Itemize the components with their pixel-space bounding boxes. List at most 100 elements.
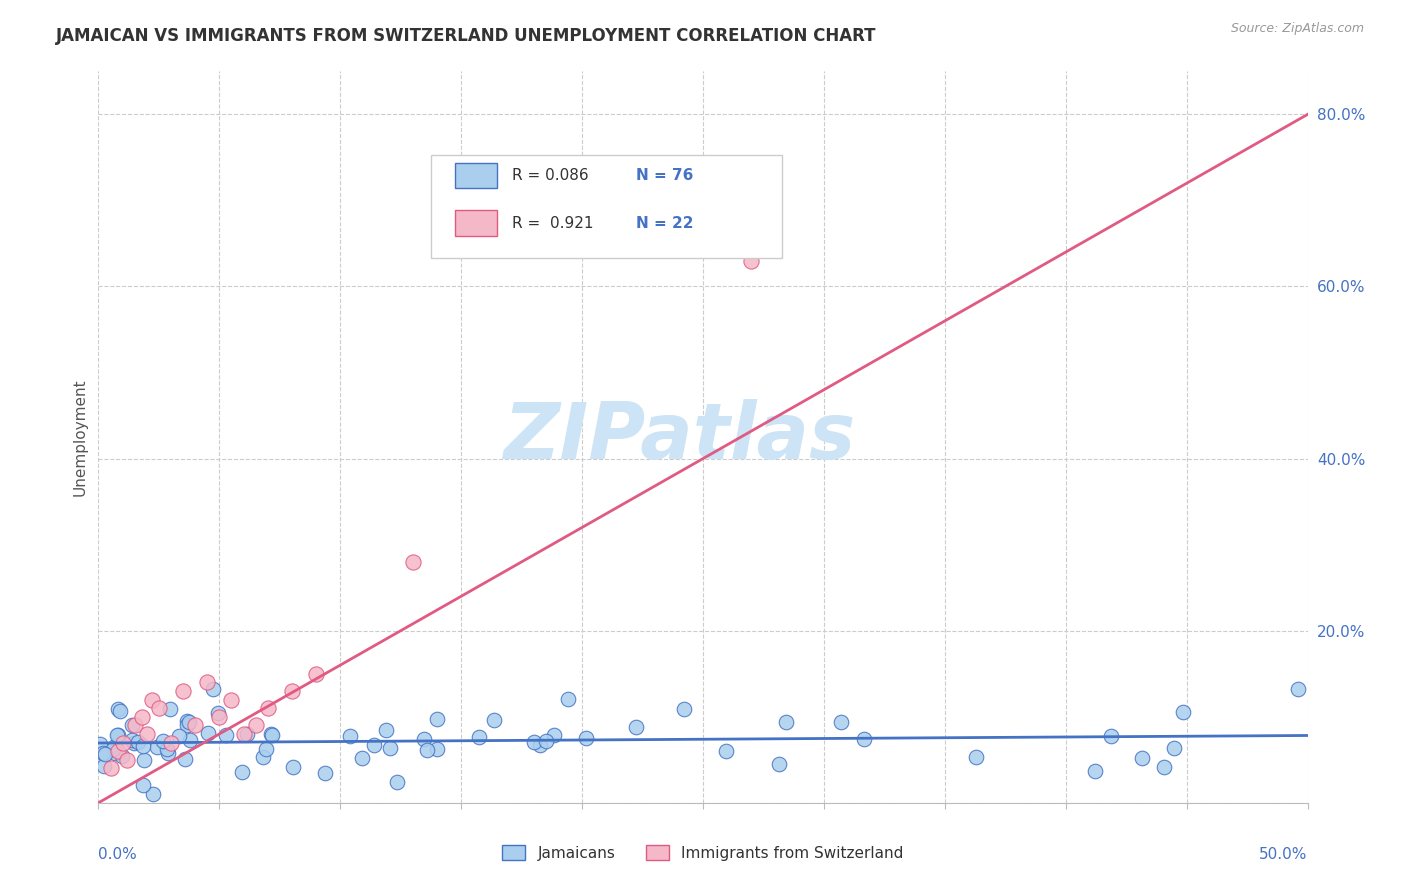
Point [89,737,111,751]
Point [142,787,165,801]
Text: 0.0%: 0.0% [98,847,138,862]
Text: JAMAICAN VS IMMIGRANTS FROM SWITZERLAND UNEMPLOYMENT CORRELATION CHART: JAMAICAN VS IMMIGRANTS FROM SWITZERLAND … [56,27,877,45]
Point [378,740,401,755]
Point [160,735,183,749]
Point [236,727,259,741]
Point [141,692,163,706]
Point [132,739,155,754]
Point [127,735,149,749]
Point [575,731,598,745]
Point [416,743,439,757]
Point [624,720,647,734]
Bar [456,211,498,236]
Point [426,712,449,726]
Point [305,666,328,681]
Point [176,714,198,728]
Point [131,778,153,792]
Point [387,775,409,789]
Point [122,736,145,750]
Point [215,728,238,742]
Bar [456,162,498,188]
Point [177,715,200,730]
Point [107,744,129,758]
Point [252,749,274,764]
Point [830,715,852,730]
Point [100,761,122,775]
Point [256,701,278,715]
Point [184,718,207,732]
FancyBboxPatch shape [432,155,782,258]
Point [107,702,129,716]
Point [468,730,491,744]
Point [148,701,170,715]
Point [110,749,132,764]
Point [179,733,201,747]
Text: Source: ZipAtlas.com: Source: ZipAtlas.com [1230,22,1364,36]
Point [1099,729,1122,743]
Point [1084,764,1107,778]
Point [104,746,127,760]
Point [314,765,336,780]
Point [402,555,425,569]
Point [104,739,127,754]
Point [350,751,373,765]
Point [91,747,114,761]
Point [245,718,267,732]
Point [1130,751,1153,765]
Point [543,728,565,742]
Point [413,731,436,746]
Point [156,742,179,756]
Point [107,728,129,742]
Point [768,757,790,772]
Point [262,728,284,742]
Point [195,675,218,690]
Legend: Jamaicans, Immigrants from Switzerland: Jamaicans, Immigrants from Switzerland [495,837,911,868]
Text: N = 22: N = 22 [637,216,695,231]
Point [1163,740,1185,755]
Point [157,747,180,761]
Point [1286,681,1309,696]
Point [232,727,254,741]
Point [121,717,143,731]
Text: 50.0%: 50.0% [1260,847,1308,862]
Point [716,744,738,758]
Y-axis label: Unemployment: Unemployment [72,378,87,496]
Text: R =  0.921: R = 0.921 [512,216,593,231]
Point [93,759,115,773]
Point [534,733,557,747]
Point [221,692,243,706]
Point [529,738,551,752]
Point [673,702,696,716]
Point [132,753,155,767]
Point [281,760,304,774]
Point [159,701,181,715]
Text: R = 0.086: R = 0.086 [512,168,589,183]
Point [101,742,124,756]
Point [108,704,131,718]
Point [482,713,505,727]
Point [339,729,361,743]
Point [426,742,449,756]
Text: ZIPatlas: ZIPatlas [503,399,855,475]
Point [207,706,229,720]
Point [775,714,797,729]
Point [152,734,174,748]
Point [131,710,153,724]
Point [281,684,304,698]
Point [965,750,987,764]
Point [740,253,762,268]
Text: N = 76: N = 76 [637,168,695,183]
Point [197,726,219,740]
Point [176,717,198,731]
Point [254,742,277,756]
Point [167,729,190,743]
Point [557,692,579,706]
Point [208,710,231,724]
Point [260,727,283,741]
Point [121,733,143,747]
Point [146,739,169,754]
Point [172,684,194,698]
Point [363,738,385,752]
Point [135,727,157,741]
Point [1153,760,1175,774]
